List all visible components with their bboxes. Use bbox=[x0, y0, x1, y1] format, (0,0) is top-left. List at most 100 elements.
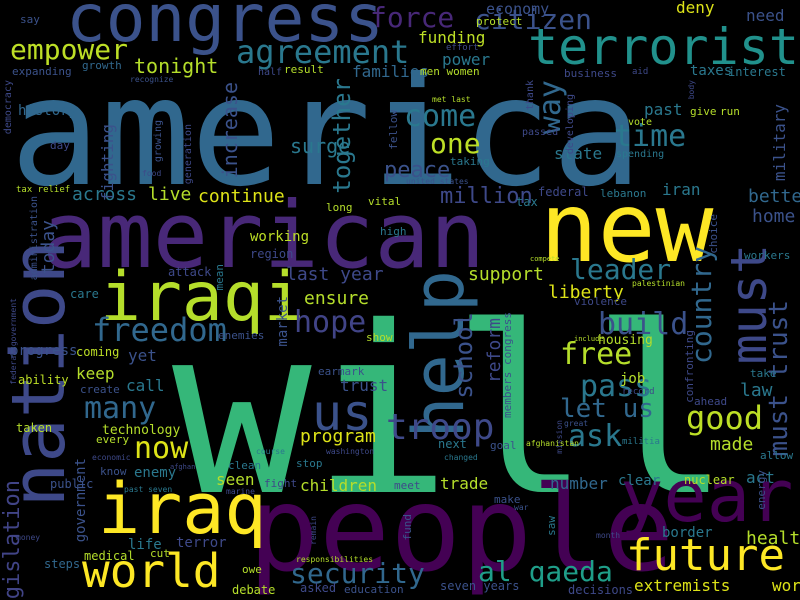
word: taxes bbox=[690, 63, 733, 79]
word: lebanon bbox=[600, 187, 647, 200]
word: deny bbox=[676, 0, 715, 17]
word: free bbox=[560, 337, 633, 372]
word: vote bbox=[628, 117, 653, 128]
word: ability bbox=[18, 373, 69, 387]
word: trust bbox=[340, 376, 389, 395]
word: made bbox=[710, 434, 754, 455]
word: health bbox=[746, 528, 800, 549]
word: seen bbox=[216, 470, 255, 489]
word: empower bbox=[10, 33, 129, 66]
word: region bbox=[250, 247, 294, 261]
word: pass bbox=[580, 369, 653, 404]
word: seven years bbox=[440, 579, 520, 593]
word: recognize bbox=[130, 75, 174, 84]
word: million bbox=[440, 184, 533, 209]
word: goal bbox=[490, 439, 517, 452]
word: know bbox=[100, 465, 127, 478]
word: taken bbox=[16, 421, 53, 435]
word: earmark bbox=[318, 365, 365, 378]
word: future bbox=[626, 530, 785, 581]
word: number bbox=[550, 474, 608, 493]
word: take bbox=[750, 367, 777, 380]
word: will bbox=[172, 277, 731, 547]
word: life bbox=[128, 537, 162, 553]
word: mission bbox=[555, 420, 564, 454]
word: result bbox=[284, 63, 324, 76]
word: freedom bbox=[92, 311, 227, 349]
word: responsibilities bbox=[296, 555, 374, 564]
word: business bbox=[564, 67, 617, 80]
word: market bbox=[275, 296, 291, 347]
word: create bbox=[80, 383, 120, 396]
word: economic bbox=[92, 453, 131, 462]
word: federal bbox=[538, 185, 589, 199]
word: great bbox=[564, 419, 589, 428]
word: world bbox=[82, 544, 221, 598]
word: thank bbox=[525, 80, 536, 111]
word: confronting bbox=[683, 330, 696, 403]
word: asked bbox=[300, 581, 337, 595]
word: stop bbox=[296, 457, 323, 470]
word: across bbox=[72, 184, 138, 205]
word: developing bbox=[565, 94, 576, 155]
word: saw bbox=[545, 516, 558, 536]
word: terrorist bbox=[528, 18, 799, 76]
word: tax bbox=[516, 195, 538, 209]
word: tax relief bbox=[16, 185, 71, 195]
word: afghan bbox=[170, 463, 196, 471]
word: keep bbox=[76, 364, 115, 383]
word: growing bbox=[153, 120, 164, 163]
word: home bbox=[752, 206, 796, 227]
word: many bbox=[84, 391, 157, 426]
word: housing bbox=[598, 333, 653, 348]
word: show bbox=[366, 331, 393, 344]
word: citizen bbox=[474, 3, 593, 36]
word: spending bbox=[616, 149, 665, 160]
word: medical bbox=[84, 549, 135, 563]
word: support bbox=[468, 264, 544, 285]
word: compete bbox=[530, 255, 560, 263]
word: build bbox=[598, 307, 689, 342]
word: call bbox=[126, 376, 165, 395]
word: past bbox=[644, 100, 683, 119]
word: us bbox=[312, 384, 373, 442]
word: energy bbox=[755, 470, 768, 510]
word: tonight bbox=[134, 54, 219, 78]
word: clean bbox=[228, 459, 262, 472]
word: high bbox=[380, 225, 407, 238]
word: leader bbox=[570, 253, 672, 286]
word: united states bbox=[406, 177, 469, 186]
word: meet bbox=[394, 479, 421, 492]
word: members congress bbox=[501, 312, 514, 418]
word: military bbox=[770, 104, 789, 182]
word: now bbox=[134, 431, 189, 466]
word: children bbox=[300, 476, 378, 495]
word: every bbox=[96, 433, 130, 446]
word: history bbox=[18, 103, 78, 119]
word: continue bbox=[198, 186, 285, 207]
word: power bbox=[442, 50, 491, 69]
word: iraq bbox=[98, 468, 267, 550]
word: one bbox=[430, 127, 481, 160]
word: debate bbox=[232, 583, 276, 597]
word: new bbox=[540, 172, 714, 284]
word: act bbox=[746, 468, 775, 487]
word: extremists bbox=[634, 576, 731, 595]
word: remain bbox=[309, 516, 318, 545]
word: ahead bbox=[694, 395, 728, 408]
word: effort bbox=[446, 43, 479, 53]
word: changed bbox=[444, 453, 478, 462]
word: owe bbox=[242, 563, 262, 576]
word: school bbox=[450, 312, 478, 399]
word: let us bbox=[560, 394, 654, 424]
word: enemies bbox=[218, 329, 265, 342]
word: protect bbox=[476, 15, 523, 28]
word: good bbox=[686, 399, 764, 437]
word: force bbox=[370, 1, 455, 34]
word: make bbox=[494, 493, 521, 506]
word: administration bbox=[29, 196, 40, 281]
word: allow bbox=[760, 449, 794, 462]
word: choice bbox=[707, 214, 720, 254]
word: better bbox=[748, 186, 800, 207]
